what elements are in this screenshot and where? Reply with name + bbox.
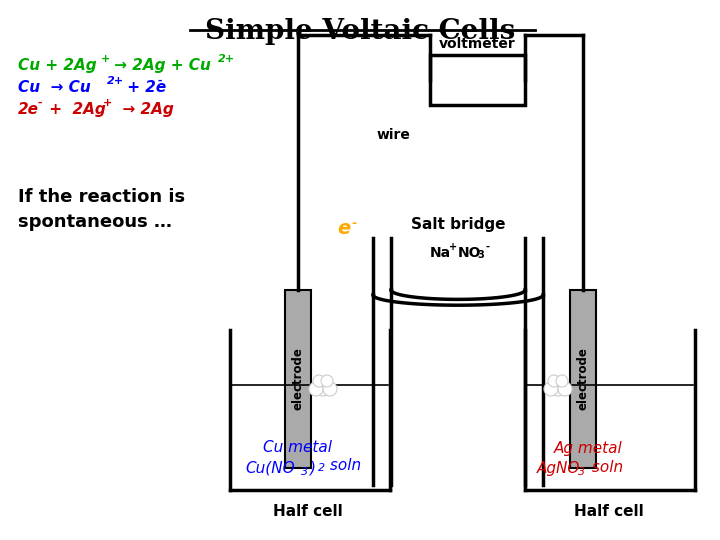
Text: +: + bbox=[449, 242, 457, 252]
Text: wire: wire bbox=[376, 128, 410, 142]
Text: voltmeter: voltmeter bbox=[439, 37, 516, 51]
Circle shape bbox=[314, 378, 332, 396]
Text: → 2Ag + Cu: → 2Ag + Cu bbox=[109, 58, 211, 73]
Text: 2: 2 bbox=[318, 463, 325, 473]
Text: 2+: 2+ bbox=[218, 54, 235, 64]
Bar bbox=[570, 290, 596, 468]
Text: + 2e: + 2e bbox=[122, 80, 166, 95]
Text: +: + bbox=[101, 54, 110, 64]
Text: Ag metal: Ag metal bbox=[554, 441, 623, 456]
Bar bbox=[430, 55, 525, 105]
Text: soln: soln bbox=[587, 461, 623, 476]
Text: -: - bbox=[38, 98, 42, 108]
Circle shape bbox=[556, 375, 568, 387]
Text: -: - bbox=[485, 242, 489, 252]
Text: If the reaction is
spontaneous …: If the reaction is spontaneous … bbox=[18, 188, 185, 231]
Text: Half cell: Half cell bbox=[273, 504, 343, 519]
Text: electrode: electrode bbox=[577, 348, 590, 410]
Text: ): ) bbox=[310, 461, 316, 476]
Text: Cu + 2Ag: Cu + 2Ag bbox=[18, 58, 96, 73]
Text: Na: Na bbox=[430, 246, 451, 260]
Text: Simple Voltaic Cells: Simple Voltaic Cells bbox=[205, 18, 515, 45]
Text: Cu(NO: Cu(NO bbox=[245, 461, 294, 476]
Text: 3: 3 bbox=[301, 467, 308, 477]
Text: +: + bbox=[103, 98, 112, 108]
Circle shape bbox=[321, 375, 333, 387]
Circle shape bbox=[313, 375, 325, 387]
Text: 2+: 2+ bbox=[107, 76, 124, 86]
Text: Half cell: Half cell bbox=[574, 504, 644, 519]
Text: 2e: 2e bbox=[18, 102, 39, 117]
Text: Cu  → Cu: Cu → Cu bbox=[18, 80, 91, 95]
Text: 3: 3 bbox=[578, 467, 585, 477]
Circle shape bbox=[549, 378, 567, 396]
Text: soln: soln bbox=[325, 457, 361, 472]
Circle shape bbox=[323, 382, 337, 396]
Text: Salt bridge: Salt bridge bbox=[410, 217, 505, 232]
Text: -: - bbox=[351, 218, 356, 231]
Bar bbox=[285, 290, 311, 468]
Circle shape bbox=[558, 382, 572, 396]
Circle shape bbox=[309, 382, 323, 396]
Text: +  2Ag: + 2Ag bbox=[44, 102, 106, 117]
Text: NO: NO bbox=[458, 246, 482, 260]
Circle shape bbox=[548, 375, 560, 387]
Text: 3: 3 bbox=[477, 250, 484, 260]
Text: electrode: electrode bbox=[292, 348, 305, 410]
Text: → 2Ag: → 2Ag bbox=[112, 102, 174, 117]
Text: Cu metal: Cu metal bbox=[263, 441, 332, 456]
Text: e: e bbox=[337, 219, 350, 238]
Text: -: - bbox=[158, 76, 163, 86]
Text: AgNO: AgNO bbox=[537, 461, 580, 476]
Circle shape bbox=[544, 382, 558, 396]
